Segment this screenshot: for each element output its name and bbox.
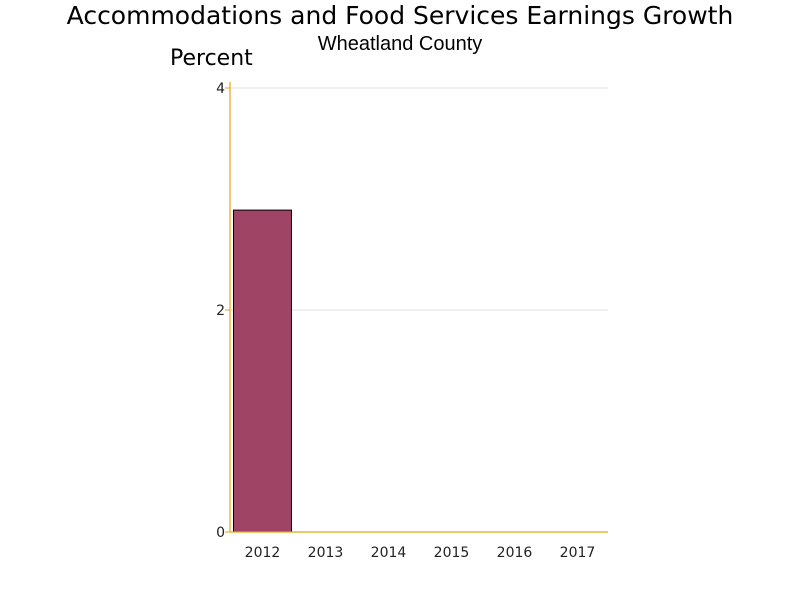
x-tick-label: 2017 <box>560 545 596 561</box>
y-tick-label: 2 <box>216 303 225 319</box>
chart-subtitle: Wheatland County <box>317 33 483 55</box>
y-tick-label: 0 <box>216 525 225 541</box>
bar-2012 <box>233 209 292 533</box>
x-tick-label: 2015 <box>434 545 470 561</box>
y-axis-label: Percent <box>170 46 253 71</box>
x-tick-label: 2014 <box>371 545 407 561</box>
x-tick-label: 2016 <box>497 545 533 561</box>
y-tick-label: 4 <box>216 81 225 97</box>
x-tick-label: 2013 <box>308 545 344 561</box>
x-tick-label: 2012 <box>245 545 281 561</box>
chart-title: Accommodations and Food Services Earning… <box>66 1 734 30</box>
